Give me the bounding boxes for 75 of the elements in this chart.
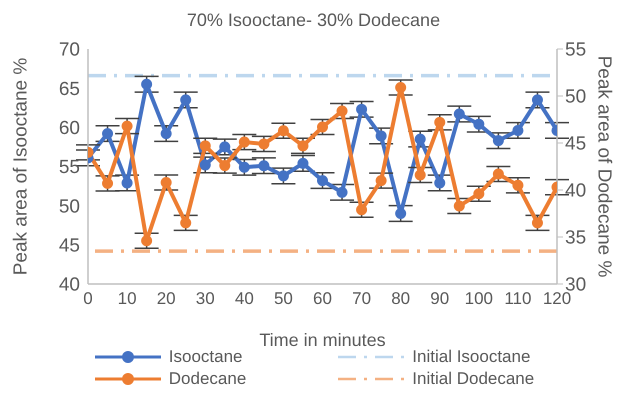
point	[317, 175, 328, 186]
y-tick-label: 60	[58, 118, 80, 140]
point	[336, 186, 348, 198]
point	[356, 204, 368, 216]
point	[219, 141, 230, 152]
point	[434, 116, 446, 128]
point	[454, 200, 465, 212]
point	[160, 176, 172, 188]
point	[258, 160, 270, 172]
point	[492, 135, 504, 146]
legend-label: Dodecane	[168, 368, 246, 390]
legend-label: Initial Isooctane	[412, 346, 530, 368]
legend-label: Isooctane	[168, 346, 243, 368]
point	[180, 217, 192, 228]
point	[376, 130, 387, 142]
point	[395, 82, 406, 94]
point	[473, 118, 484, 130]
x-tick-label: 30	[196, 289, 215, 308]
point	[532, 217, 543, 228]
point	[414, 134, 426, 145]
y-tick-label: 70	[58, 40, 80, 61]
y-tick-label: 50	[58, 196, 80, 218]
point	[160, 128, 172, 140]
point	[434, 177, 446, 188]
x-tick-label: 100	[464, 289, 494, 308]
y2-tick-label: 35	[565, 228, 586, 249]
y2-tick-label: 40	[565, 180, 586, 202]
point	[141, 78, 152, 90]
point	[336, 106, 348, 117]
x-tick-label: 110	[504, 289, 532, 308]
point	[278, 170, 289, 182]
point	[102, 128, 114, 140]
y-tick-label: 65	[58, 78, 80, 100]
y-tick-label: 45	[58, 236, 80, 257]
point	[512, 124, 524, 136]
point	[141, 235, 152, 246]
x-tick-label: 40	[234, 289, 254, 308]
point	[356, 104, 368, 115]
x-tick-label: 80	[391, 289, 410, 308]
x-tick-label: 10	[118, 289, 137, 308]
x-tick-label: 60	[313, 289, 332, 308]
y2-tick-label: 45	[565, 134, 586, 155]
point	[454, 108, 465, 120]
x-tick-label: 70	[352, 289, 372, 308]
y-axis-title: Peak area of Isooctane %	[10, 58, 32, 276]
point	[122, 177, 133, 188]
point	[532, 94, 543, 106]
y2-tick-label: 55	[565, 40, 586, 61]
x-axis-title: Time in minutes	[259, 330, 386, 350]
point	[297, 158, 308, 169]
point	[238, 162, 250, 173]
point	[238, 136, 250, 148]
point	[180, 94, 192, 106]
point	[376, 175, 387, 186]
point	[102, 178, 114, 189]
y2-tick-label: 50	[565, 86, 586, 108]
point	[395, 208, 406, 219]
chart-title: 70% Isooctane- 30% Dodecane	[186, 10, 442, 31]
point	[200, 159, 211, 170]
y2-axis-title: Peak area of Dodecane %	[593, 56, 614, 278]
x-tick-label: 50	[274, 289, 293, 308]
point	[278, 125, 289, 136]
legend-label: Initial Dodecane	[412, 368, 534, 390]
point	[512, 180, 524, 191]
x-tick-label: 0	[83, 289, 93, 308]
point	[473, 188, 484, 200]
point	[122, 120, 133, 132]
point	[414, 169, 426, 180]
x-tick-label: 20	[156, 289, 176, 308]
x-tick-label: 90	[430, 289, 450, 308]
point	[258, 138, 270, 150]
point	[200, 140, 211, 152]
point	[317, 122, 328, 133]
point	[492, 168, 504, 180]
y-tick-label: 55	[58, 157, 80, 178]
